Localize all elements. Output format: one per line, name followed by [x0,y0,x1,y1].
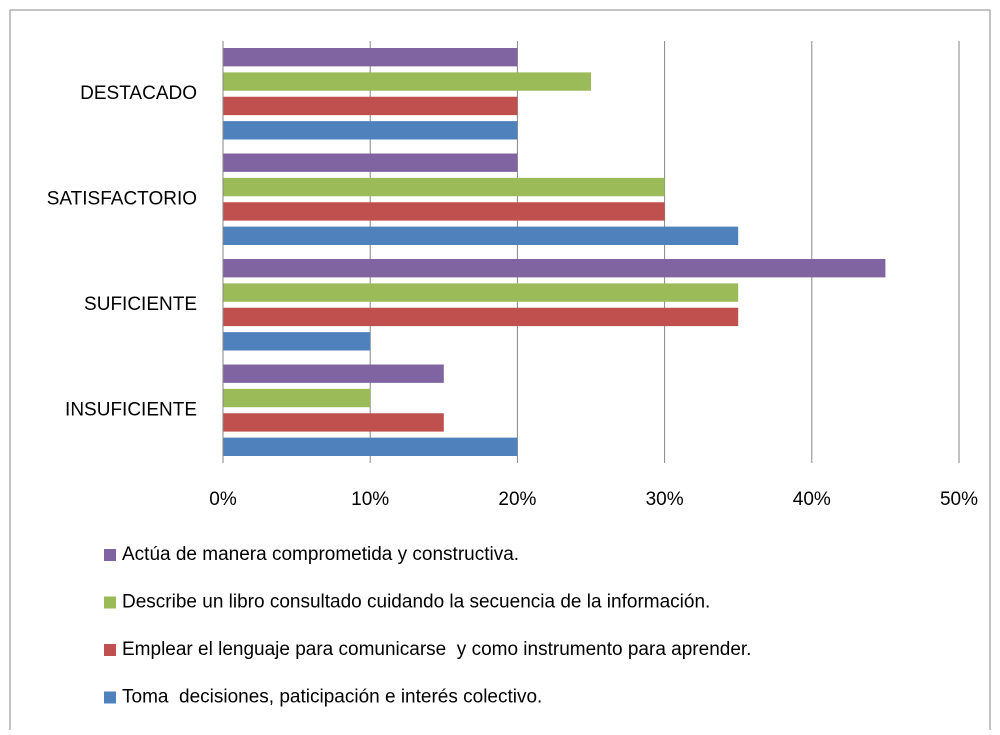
legend-label: Toma decisiones, paticipación e interés … [122,687,542,708]
x-tick-label: 30% [646,489,684,510]
bar [223,153,518,172]
y-tick-label: SATISFACTORIO [47,188,197,209]
bar [223,332,371,351]
legend-swatch [104,549,116,561]
y-tick-label: INSUFICIENTE [65,399,197,420]
legend-swatch [104,596,116,609]
bar [223,96,518,116]
bar [223,259,886,278]
bar [223,48,518,67]
bar [223,283,739,302]
legend-swatch [104,644,116,656]
bar [223,226,739,245]
x-tick-label: 0% [209,489,237,510]
x-tick-label: 40% [793,489,831,510]
y-tick-label: SUFICIENTE [84,294,197,315]
bar [223,413,444,432]
x-tick-label: 50% [940,489,978,510]
legend-label: Emplear el lenguaje para comunicarse y c… [122,639,751,660]
bar [223,202,665,221]
y-tick-label: DESTACADO [80,83,197,104]
bar [223,437,518,456]
bar [223,72,591,91]
legend-swatch [104,691,116,704]
bar [223,121,518,140]
bar [223,388,371,408]
x-tick-label: 20% [498,489,536,510]
legend-label: Actúa de manera comprometida y construct… [122,544,519,565]
x-tick-label: 10% [351,489,389,510]
bar [223,364,444,383]
bar [223,177,665,197]
legend-label: Describe un libro consultado cuidando la… [122,592,710,613]
bar [223,307,739,327]
